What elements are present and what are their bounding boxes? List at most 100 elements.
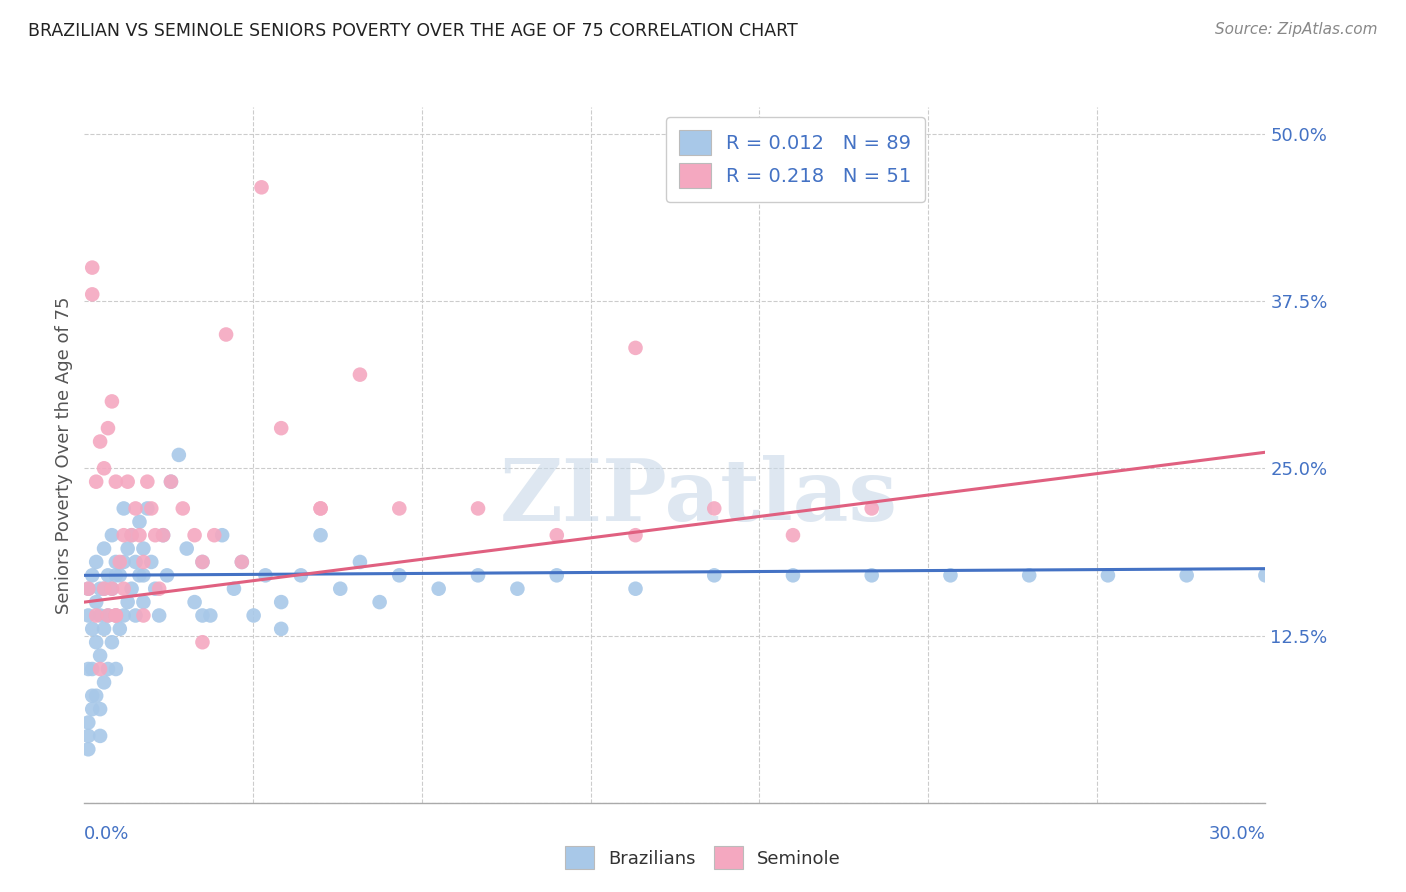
Point — [160, 475, 183, 489]
Point — [108, 568, 131, 582]
Point — [93, 582, 115, 596]
Point — [77, 729, 100, 743]
Point — [231, 555, 253, 569]
Point — [82, 260, 104, 275]
Point — [349, 555, 371, 569]
Point — [124, 608, 146, 623]
Point — [112, 501, 135, 516]
Point — [84, 555, 107, 569]
Point — [1175, 568, 1198, 582]
Point — [1018, 568, 1040, 582]
Point — [104, 475, 127, 489]
Point — [101, 582, 124, 596]
Text: Source: ZipAtlas.com: Source: ZipAtlas.com — [1215, 22, 1378, 37]
Point — [89, 729, 111, 743]
Point — [624, 582, 647, 596]
Point — [104, 662, 127, 676]
Point — [506, 582, 529, 596]
Point — [183, 595, 205, 609]
Point — [93, 582, 115, 596]
Point — [191, 608, 214, 623]
Legend: R = 0.012   N = 89, R = 0.218   N = 51: R = 0.012 N = 89, R = 0.218 N = 51 — [666, 117, 925, 202]
Point — [160, 475, 183, 489]
Point — [152, 528, 174, 542]
Point — [84, 475, 107, 489]
Point — [270, 595, 292, 609]
Point — [191, 555, 214, 569]
Point — [82, 287, 104, 301]
Text: 0.0%: 0.0% — [84, 825, 129, 843]
Point — [132, 555, 155, 569]
Point — [97, 568, 120, 582]
Point — [112, 555, 135, 569]
Point — [124, 555, 146, 569]
Point — [117, 595, 139, 609]
Point — [200, 608, 222, 623]
Point — [97, 662, 120, 676]
Point — [467, 501, 489, 516]
Point — [624, 528, 647, 542]
Point — [860, 568, 883, 582]
Point — [89, 608, 111, 623]
Point — [132, 608, 155, 623]
Text: ZIPatlas: ZIPatlas — [499, 455, 897, 539]
Point — [349, 368, 371, 382]
Point — [104, 555, 127, 569]
Point — [388, 568, 411, 582]
Legend: Brazilians, Seminole: Brazilians, Seminole — [555, 838, 851, 879]
Point — [108, 555, 131, 569]
Point — [77, 742, 100, 756]
Point — [546, 568, 568, 582]
Y-axis label: Seniors Poverty Over the Age of 75: Seniors Poverty Over the Age of 75 — [55, 296, 73, 614]
Point — [97, 608, 120, 623]
Point — [128, 515, 150, 529]
Point — [270, 421, 292, 435]
Point — [1254, 568, 1277, 582]
Point — [703, 501, 725, 516]
Point — [136, 475, 159, 489]
Point — [77, 582, 100, 596]
Point — [132, 595, 155, 609]
Point — [93, 541, 115, 556]
Point — [82, 689, 104, 703]
Point — [143, 528, 166, 542]
Text: 30.0%: 30.0% — [1209, 825, 1265, 843]
Point — [82, 702, 104, 716]
Point — [77, 582, 100, 596]
Point — [546, 528, 568, 542]
Point — [141, 555, 163, 569]
Point — [368, 595, 391, 609]
Point — [97, 421, 120, 435]
Point — [117, 541, 139, 556]
Point — [101, 582, 124, 596]
Point — [222, 582, 245, 596]
Point — [93, 622, 115, 636]
Point — [97, 608, 120, 623]
Point — [124, 501, 146, 516]
Point — [202, 528, 225, 542]
Point — [84, 608, 107, 623]
Point — [101, 394, 124, 409]
Point — [77, 608, 100, 623]
Point — [939, 568, 962, 582]
Point — [167, 448, 190, 462]
Point — [89, 434, 111, 449]
Point — [1097, 568, 1119, 582]
Point — [121, 528, 143, 542]
Point — [77, 662, 100, 676]
Point — [183, 528, 205, 542]
Point — [782, 528, 804, 542]
Point — [624, 341, 647, 355]
Point — [703, 568, 725, 582]
Point — [89, 702, 111, 716]
Point — [148, 608, 170, 623]
Point — [132, 541, 155, 556]
Point — [121, 582, 143, 596]
Point — [467, 568, 489, 582]
Point — [156, 568, 179, 582]
Point — [117, 475, 139, 489]
Point — [128, 568, 150, 582]
Point — [84, 689, 107, 703]
Point — [77, 715, 100, 730]
Point — [89, 582, 111, 596]
